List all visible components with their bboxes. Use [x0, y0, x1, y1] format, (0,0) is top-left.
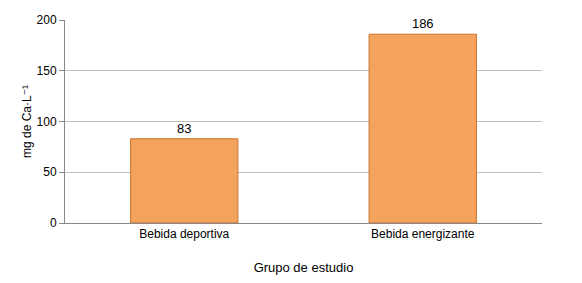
svg-text:0: 0 — [50, 216, 57, 230]
svg-text:200: 200 — [37, 13, 57, 27]
svg-text:186: 186 — [412, 16, 434, 31]
svg-text:Bebida energizante: Bebida energizante — [371, 227, 475, 241]
svg-text:Bebida deportiva: Bebida deportiva — [139, 227, 229, 241]
svg-text:Grupo de estudio: Grupo de estudio — [254, 260, 354, 275]
svg-text:mg de Ca·L⁻¹: mg de Ca·L⁻¹ — [20, 85, 34, 158]
svg-text:50: 50 — [43, 165, 57, 179]
svg-text:100: 100 — [37, 115, 57, 129]
svg-text:83: 83 — [177, 121, 191, 136]
svg-text:150: 150 — [37, 64, 57, 78]
